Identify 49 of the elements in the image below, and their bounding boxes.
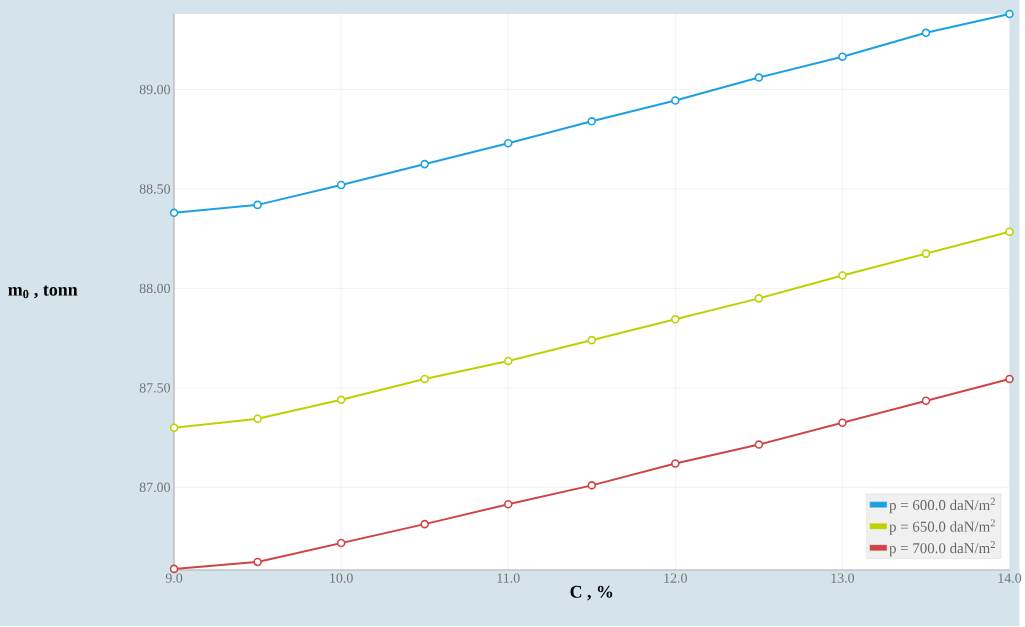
- x-tick-label: 11.0: [497, 573, 520, 584]
- y-tick-label: 88.00: [139, 283, 171, 294]
- y-axis-title: m$_{0}$ , tonn: [8, 285, 78, 299]
- point: [754, 440, 764, 450]
- point: [503, 500, 513, 509]
- point: [671, 96, 680, 105]
- point: [169, 564, 179, 574]
- point: [587, 117, 597, 126]
- point: [587, 336, 597, 345]
- point: [587, 481, 597, 490]
- y-tick-label: 87.00: [139, 482, 171, 493]
- point: [671, 315, 680, 324]
- y-tick-label: 88.50: [139, 184, 171, 194]
- point: [169, 423, 179, 433]
- point: [253, 414, 262, 424]
- point: [503, 139, 513, 148]
- point: [503, 356, 513, 366]
- x-tick-label: 12.0: [664, 573, 687, 584]
- x-tick-label: 14.0: [998, 573, 1022, 584]
- legend-label: p = 700.0 daN/m$^{2}$: [889, 541, 995, 557]
- legend-label: p = 650.0 daN/m$^{2}$: [889, 519, 995, 535]
- point: [754, 73, 764, 83]
- point: [838, 418, 847, 428]
- point: [921, 28, 931, 38]
- x-tick-label: 13.0: [831, 573, 855, 584]
- x-tick-label: 10.0: [330, 573, 353, 584]
- point: [336, 180, 346, 190]
- point: [336, 538, 346, 548]
- point: [1005, 227, 1014, 237]
- point: [1005, 9, 1014, 19]
- y-tick-label: 89.00: [139, 84, 171, 95]
- point: [420, 520, 429, 529]
- point: [921, 249, 931, 259]
- point: [1005, 374, 1014, 384]
- point: [420, 160, 429, 169]
- x-axis-title: C , %: [570, 585, 613, 601]
- point: [754, 294, 764, 303]
- point: [921, 396, 931, 406]
- point: [253, 557, 262, 567]
- point: [420, 374, 429, 384]
- point: [336, 395, 346, 405]
- point: [169, 208, 179, 218]
- y-tick-label: 87.50: [139, 383, 171, 393]
- point: [838, 52, 847, 62]
- point: [253, 200, 262, 210]
- point: [838, 271, 847, 280]
- x-tick-label: 9.0: [165, 573, 183, 584]
- point: [671, 459, 680, 468]
- legend-label: p = 600.0 daN/m$^{2}$: [889, 498, 995, 514]
